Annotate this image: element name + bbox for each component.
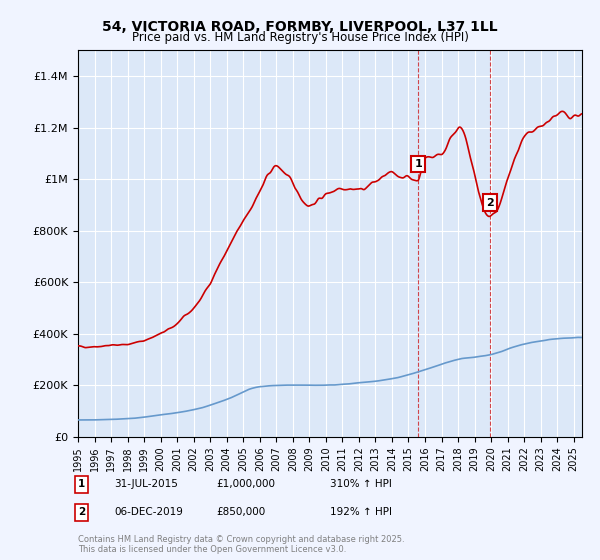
Text: 1: 1 <box>78 479 85 489</box>
Text: £1,000,000: £1,000,000 <box>216 479 275 489</box>
Text: 54, VICTORIA ROAD, FORMBY, LIVERPOOL, L37 1LL: 54, VICTORIA ROAD, FORMBY, LIVERPOOL, L3… <box>102 20 498 34</box>
Text: Price paid vs. HM Land Registry's House Price Index (HPI): Price paid vs. HM Land Registry's House … <box>131 31 469 44</box>
Text: 31-JUL-2015: 31-JUL-2015 <box>114 479 178 489</box>
Text: 06-DEC-2019: 06-DEC-2019 <box>114 507 183 517</box>
Text: £850,000: £850,000 <box>216 507 265 517</box>
Text: 2: 2 <box>78 507 85 517</box>
Text: 192% ↑ HPI: 192% ↑ HPI <box>330 507 392 517</box>
Text: 2: 2 <box>486 198 494 208</box>
Text: Contains HM Land Registry data © Crown copyright and database right 2025.
This d: Contains HM Land Registry data © Crown c… <box>78 535 404 554</box>
Text: 1: 1 <box>414 159 422 169</box>
Text: 310% ↑ HPI: 310% ↑ HPI <box>330 479 392 489</box>
